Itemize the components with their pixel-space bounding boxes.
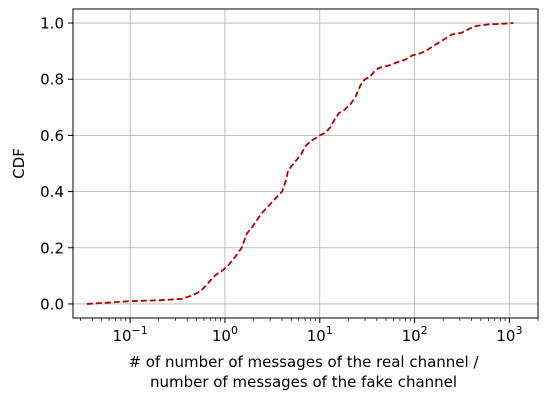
x-tick-base: 10 [212, 327, 231, 345]
y-tick-label: 0.4 [40, 183, 64, 201]
series-layer [86, 22, 514, 305]
y-tick-label: 0.2 [40, 239, 64, 257]
x-tick-label: 10−1 [112, 324, 147, 345]
grid [73, 9, 538, 318]
x-tick-label: 103 [496, 324, 522, 345]
x-tick-label: 101 [307, 324, 333, 345]
y-tick-label: 0.8 [40, 71, 64, 89]
x-tick-base: 10 [402, 327, 421, 345]
x-tick-exponent: 2 [421, 324, 428, 337]
y-tick-label: 0.0 [40, 295, 64, 313]
x-tick-base: 10 [112, 327, 131, 345]
x-tick-exponent: 3 [515, 324, 522, 337]
y-tick-label: 0.6 [40, 127, 64, 145]
x-tick-exponent: −1 [132, 324, 148, 337]
ticks: 0.00.20.40.60.81.010−1 100 101 102 103 [40, 15, 539, 345]
x-tick-label: 102 [402, 324, 428, 345]
x-tick-exponent: 1 [326, 324, 333, 337]
x-axis-label-line1: # of number of messages of the real chan… [128, 353, 479, 371]
x-tick-label: 100 [212, 324, 238, 345]
plot-frame [72, 8, 539, 319]
x-axis-label-line2: number of messages of the fake channel [150, 373, 457, 391]
y-axis-label: CDF [10, 148, 28, 179]
x-tick-base: 10 [307, 327, 326, 345]
x-tick-base: 10 [496, 327, 515, 345]
y-tick-label: 1.0 [40, 15, 64, 33]
cdf-line [86, 22, 514, 305]
x-tick-exponent: 0 [231, 324, 238, 337]
